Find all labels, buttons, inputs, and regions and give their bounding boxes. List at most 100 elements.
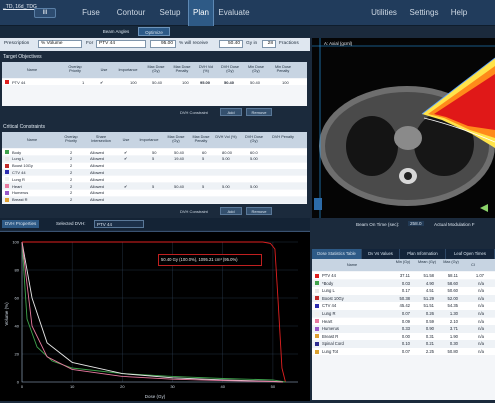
share-intersection[interactable]: Allowed	[90, 149, 105, 155]
dvh-dose-value[interactable]: 60.0	[250, 149, 258, 155]
nav-fuse[interactable]: Fuse	[82, 8, 100, 17]
add-target-button[interactable]: Add	[220, 108, 242, 116]
dvh-dose-value[interactable]: 5.00	[250, 183, 258, 189]
table-row[interactable]: Lung R 0.07 0.26 1.30 n/a	[312, 310, 495, 318]
share-intersection[interactable]: Allowed	[90, 163, 105, 169]
table-row[interactable]: PTV 44 1 ✔ 100 50.40 100 95.00 50.40 50.…	[2, 79, 307, 85]
target-select[interactable]: PTV 44	[96, 40, 146, 48]
beam-angles-button[interactable]: Beam Angles	[102, 29, 130, 34]
table-row[interactable]: Heart 2 Allowed ✔ 5 50.40 5 5.00 5.00	[2, 183, 307, 189]
selected-dvh-select[interactable]: PTV 44	[94, 220, 144, 228]
nav-setup[interactable]: Setup	[159, 8, 181, 17]
main-menu-button[interactable]: III	[34, 8, 56, 18]
max-penalty-value[interactable]: 100	[182, 79, 189, 85]
use-checkbox[interactable]: ✔	[100, 79, 104, 85]
dvh-chart-panel[interactable]: 0 10 20 30 40 50 0 20 40 60 80 100 Dose (Gy) Volume…	[0, 231, 310, 401]
overlap-priority[interactable]: 2	[70, 156, 73, 162]
overlap-priority[interactable]: 2	[70, 190, 73, 196]
table-row[interactable]: Boost 10Gy 2 Allowed	[2, 162, 307, 169]
importance-value[interactable]: 5	[152, 183, 155, 189]
structure-color-swatch	[315, 296, 319, 301]
max-dose-value[interactable]: 19.40	[174, 156, 185, 162]
table-row[interactable]: Heart 0.09 0.59 2.10 n/a	[312, 317, 495, 325]
max-dose-value[interactable]: 50.40	[174, 183, 185, 189]
table-row[interactable]: Humerus 0.33 0.90 3.71 n/a	[312, 325, 495, 333]
remove-target-button[interactable]: Remove	[246, 108, 272, 116]
table-row[interactable]: Boost 10Gy 50.38 51.29 52.00 n/a	[312, 294, 495, 303]
dvh-vol-value[interactable]: 5.00	[222, 183, 230, 189]
tab-plan-information[interactable]: Plan Information	[400, 249, 446, 259]
table-row[interactable]: Spinal Cord 0.10 0.21 0.30 n/a	[312, 340, 495, 348]
nav-contour[interactable]: Contour	[116, 8, 146, 17]
table-row[interactable]: Lung Tot 0.07 2.25 50.80 n/a	[312, 348, 495, 356]
min-penalty-value[interactable]: 100	[282, 79, 289, 85]
dose-input[interactable]: 50.40	[219, 40, 243, 48]
dvh-properties-tab[interactable]: DVH Properties	[2, 220, 40, 228]
dvh-dose-value[interactable]: 50.40	[224, 79, 235, 85]
min-dose-value[interactable]: 50.40	[250, 79, 261, 85]
overlap-priority[interactable]: 2	[70, 183, 73, 189]
mean-dose: 0.21	[425, 341, 434, 347]
overlap-priority[interactable]: 1	[82, 79, 85, 85]
ci-value: n/a	[478, 311, 484, 316]
dvh-vol-value[interactable]: 95.00	[200, 79, 211, 85]
axial-ct-view[interactable]: A: Axial (gcml)	[312, 38, 495, 218]
importance-value[interactable]: 50	[152, 149, 157, 155]
overlap-priority[interactable]: 2	[70, 149, 73, 155]
tab-dose-statistics[interactable]: Dose Statistics Table	[312, 249, 362, 259]
use-checkbox[interactable]: ✔	[124, 156, 128, 162]
table-row[interactable]: Lung L 2 Allowed ✔ 5 19.40 5 5.00 5.00	[2, 155, 307, 162]
dvh-vol-value[interactable]: 80.00	[222, 149, 233, 155]
dvh-series-line[interactable]	[21, 241, 286, 383]
nav-evaluate[interactable]: Evaluate	[218, 8, 250, 17]
nav-plan[interactable]: Plan	[188, 0, 214, 26]
overlap-priority[interactable]: 2	[70, 197, 73, 203]
patient-name[interactable]: _TD, 16d_TDG	[3, 4, 37, 10]
importance-value[interactable]: 5	[152, 156, 155, 162]
dvh-series-line[interactable]	[21, 241, 283, 383]
use-checkbox[interactable]: ✔	[124, 183, 128, 189]
optimize-button[interactable]: Optimize	[138, 27, 170, 36]
table-row[interactable]: Humerus 2 Allowed	[2, 189, 307, 196]
overlap-priority[interactable]: 2	[70, 169, 73, 175]
prescription-mode-select[interactable]: % Volume	[38, 40, 82, 48]
tab-dv-values[interactable]: Dv Vs Values	[362, 249, 400, 259]
tab-leaf-open-times[interactable]: Leaf Open Times	[446, 249, 495, 259]
max-penalty-value[interactable]: 5	[202, 183, 205, 189]
max-dose-value[interactable]: 50.40	[174, 149, 185, 155]
max-penalty-value[interactable]: 60	[202, 149, 207, 155]
table-row[interactable]: Breast R 0.00 0.31 1.90 n/a	[312, 332, 495, 341]
table-row[interactable]: CTV 44 2 Allowed	[2, 169, 307, 176]
use-checkbox[interactable]: ✔	[124, 149, 128, 155]
nav-settings[interactable]: Settings	[409, 8, 439, 17]
nav-help[interactable]: Help	[450, 8, 468, 17]
percent-input[interactable]: 95.00	[150, 40, 176, 48]
table-row[interactable]: Body 2 Allowed ✔ 50 50.40 60 80.00 60.0	[2, 149, 307, 155]
nav-utilities[interactable]: Utilities	[371, 8, 397, 17]
max-dose-value[interactable]: 50.40	[152, 79, 163, 85]
dvh-series-line[interactable]	[22, 241, 286, 383]
overlap-priority[interactable]: 2	[70, 163, 73, 169]
max-penalty-value[interactable]: 5	[202, 156, 205, 162]
table-row[interactable]: Breast R 2 Allowed	[2, 196, 307, 203]
table-row[interactable]: *Body 0.03 4.90 58.60 n/a	[312, 279, 495, 287]
fractions-input[interactable]: 28	[262, 40, 276, 48]
dvh-dose-value[interactable]: 5.00	[250, 156, 258, 162]
share-intersection[interactable]: Allowed	[90, 169, 105, 175]
max-dose: 50.80	[447, 349, 458, 354]
table-row[interactable]: Lung L 0.17 4.51 50.60 n/a	[312, 287, 495, 295]
remove-critical-button[interactable]: Remove	[246, 207, 272, 215]
share-intersection[interactable]: Allowed	[90, 176, 105, 182]
share-intersection[interactable]: Allowed	[90, 156, 105, 162]
overlap-priority[interactable]: 2	[70, 176, 73, 182]
dvh-vol-value[interactable]: 5.00	[222, 156, 230, 162]
share-intersection[interactable]: Allowed	[90, 190, 105, 196]
add-critical-button[interactable]: Add	[220, 207, 242, 215]
table-row[interactable]: Lung R 2 Allowed	[2, 176, 307, 183]
share-intersection[interactable]: Allowed	[90, 183, 105, 189]
table-row[interactable]: PTV 44 37.11 51.58 58.11 1.07	[312, 272, 495, 280]
structure-color-swatch	[5, 156, 9, 161]
table-row[interactable]: CTV 44 45.42 51.51 54.35 n/a	[312, 302, 495, 310]
importance-value[interactable]: 100	[130, 79, 137, 85]
share-intersection[interactable]: Allowed	[90, 197, 105, 203]
